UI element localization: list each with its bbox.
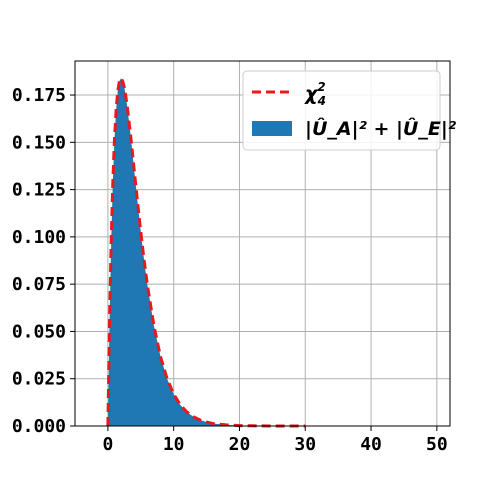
y-tick-label: 0.150 <box>12 132 66 153</box>
x-tick-label: 40 <box>360 434 382 455</box>
legend-label-chi-sup: 2 <box>317 80 325 94</box>
legend-label-chi-main: χ <box>304 83 319 105</box>
x-tick-label: 50 <box>426 434 448 455</box>
x-tick-label: 10 <box>163 434 185 455</box>
legend: χ2 4 |Û_A|² + |Û_E|² <box>242 70 457 151</box>
legend-label-chi-sub: 4 <box>317 94 326 108</box>
y-tick-label: 0.025 <box>12 369 66 390</box>
y-tick-label: 0.175 <box>12 85 66 106</box>
legend-area-swatch <box>252 121 292 136</box>
axis-ticks: 0 10 20 30 40 50 0.000 0.025 0.050 0.075 0.100 0.12… <box>12 85 448 455</box>
legend-label-chi: χ2 4 <box>304 80 326 108</box>
y-tick-label: 0.100 <box>12 227 66 248</box>
y-tick-label: 0.000 <box>12 416 66 437</box>
x-tick-label: 20 <box>229 434 251 455</box>
y-tick-label: 0.125 <box>12 180 66 201</box>
chi-square-line <box>106 75 306 428</box>
legend-box <box>242 70 441 151</box>
legend-label-area: |Û_A|² + |Û_E|² <box>305 116 457 140</box>
x-tick-label: 30 <box>294 434 316 455</box>
y-tick-label: 0.075 <box>12 274 66 295</box>
x-tick-label: 0 <box>102 434 113 455</box>
chi-square-curve <box>106 75 306 428</box>
plot-frame <box>74 60 451 427</box>
y-tick-label: 0.050 <box>12 321 66 342</box>
